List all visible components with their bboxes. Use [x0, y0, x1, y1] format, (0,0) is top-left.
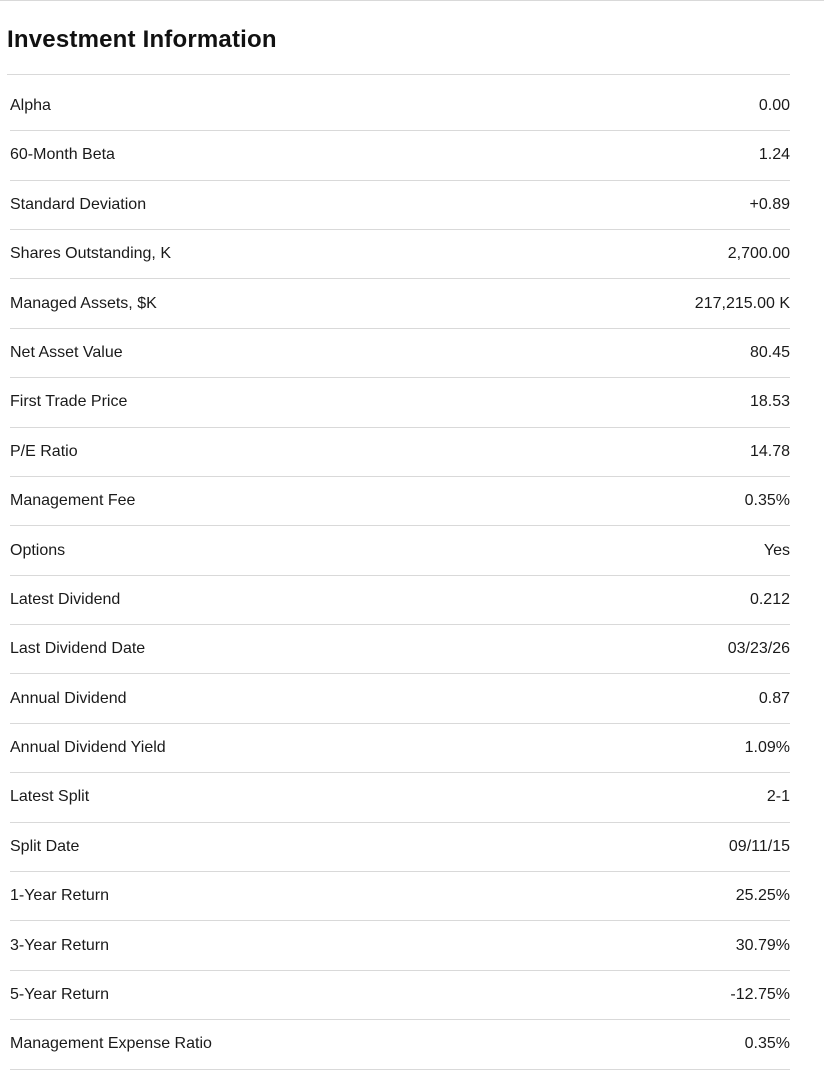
table-row: Latest Split 2-1: [10, 773, 790, 823]
row-label: Split Date: [10, 837, 80, 855]
row-label: 5-Year Return: [10, 986, 110, 1004]
row-value: 03/23/26: [727, 640, 790, 658]
row-label: Annual Dividend: [10, 689, 127, 707]
table-row: Net Asset Value 80.45: [10, 329, 790, 379]
row-label: Net Asset Value: [10, 343, 123, 361]
investment-info-table: Alpha 0.00 60-Month Beta 1.24 Standard D…: [10, 82, 790, 1070]
row-value: 0.35%: [744, 1035, 790, 1053]
table-row: Split Date 09/11/15: [10, 823, 790, 873]
row-label: Last Dividend Date: [10, 640, 146, 658]
row-label: 60-Month Beta: [10, 146, 115, 164]
row-value: Yes: [763, 541, 790, 559]
row-label: 1-Year Return: [10, 887, 110, 905]
row-value: 09/11/15: [728, 837, 790, 855]
table-row: P/E Ratio 14.78: [10, 428, 790, 477]
row-label: 3-Year Return: [10, 936, 110, 954]
row-value: 1.09%: [744, 739, 790, 757]
row-label: Standard Deviation: [10, 195, 147, 213]
row-value: 2,700.00: [727, 245, 790, 263]
table-row: Management Fee 0.35%: [10, 477, 790, 527]
row-value: 18.53: [749, 393, 790, 411]
row-label: P/E Ratio: [10, 442, 78, 460]
row-value: 0.35%: [744, 492, 790, 510]
row-label: Annual Dividend Yield: [10, 739, 166, 757]
row-label: Latest Split: [10, 788, 90, 806]
table-row: Options Yes: [10, 526, 790, 576]
table-row: Last Dividend Date 03/23/26: [10, 625, 790, 675]
table-row: 60-Month Beta 1.24: [10, 131, 790, 181]
table-row: Management Expense Ratio 0.35%: [10, 1020, 790, 1070]
row-label: Alpha: [10, 96, 51, 114]
row-label: Management Fee: [10, 492, 136, 510]
table-row: 1-Year Return 25.25%: [10, 872, 790, 922]
page-title: Investment Information: [7, 26, 277, 53]
table-row: First Trade Price 18.53: [10, 378, 790, 428]
table-row: Managed Assets, $K 217,215.00 K: [10, 279, 790, 329]
row-label: Management Expense Ratio: [10, 1035, 212, 1053]
row-value: 25.25%: [735, 887, 790, 905]
table-row: 3-Year Return 30.79%: [10, 921, 790, 971]
row-value: 14.78: [749, 442, 790, 460]
row-value: 1.24: [758, 146, 790, 164]
row-label: First Trade Price: [10, 393, 128, 411]
table-row: Shares Outstanding, K 2,700.00: [10, 230, 790, 280]
row-value: 217,215.00 K: [694, 294, 790, 312]
table-row: Standard Deviation +0.89: [10, 181, 790, 230]
row-label: Options: [10, 541, 66, 559]
section-header: Investment Information: [7, 1, 790, 75]
row-value: 2-1: [766, 788, 790, 806]
row-value: -12.75%: [730, 986, 790, 1004]
row-value: +0.89: [749, 195, 790, 213]
row-label: Managed Assets, $K: [10, 294, 157, 312]
table-row: Alpha 0.00: [10, 82, 790, 132]
row-value: 80.45: [749, 343, 790, 361]
row-value: 0.87: [758, 689, 790, 707]
table-row: 5-Year Return -12.75%: [10, 971, 790, 1021]
row-value: 0.212: [749, 590, 790, 608]
row-value: 0.00: [758, 96, 790, 114]
row-value: 30.79%: [735, 936, 790, 954]
table-row: Annual Dividend 0.87: [10, 674, 790, 724]
table-row: Latest Dividend 0.212: [10, 576, 790, 626]
row-label: Latest Dividend: [10, 590, 121, 608]
row-label: Shares Outstanding, K: [10, 245, 171, 263]
table-row: Annual Dividend Yield 1.09%: [10, 724, 790, 774]
